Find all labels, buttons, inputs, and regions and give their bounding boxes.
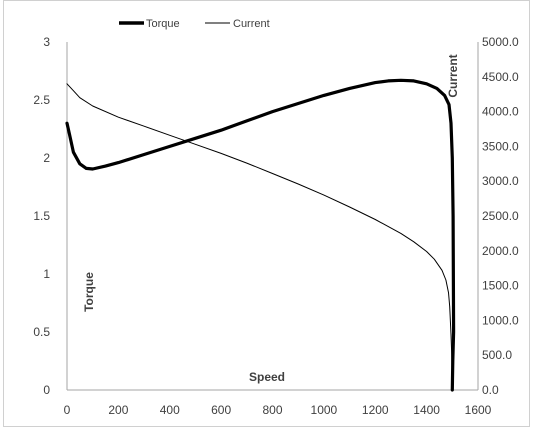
y-tick-label: 2 — [43, 151, 50, 165]
y-tick-label: 3 — [43, 35, 50, 49]
y2-tick-label: 2000.0 — [482, 244, 519, 258]
x-tick-label: 1200 — [362, 403, 389, 417]
x-tick-label: 1000 — [311, 403, 338, 417]
series-layer — [65, 78, 456, 392]
x-tick-label: 1600 — [465, 403, 492, 417]
y-axis-title: Torque — [82, 272, 96, 312]
x-tick-label: 1400 — [413, 403, 440, 417]
y-tick-label: 0 — [43, 383, 50, 397]
y2-tick-label: 0.0 — [482, 383, 499, 397]
y-ticks: 0 0.5 1 1.5 2 2.5 3 — [33, 35, 50, 397]
y2-axis-title: Current — [446, 54, 460, 97]
legend-label-current: Current — [233, 18, 270, 30]
y2-tick-label: 1500.0 — [482, 279, 519, 293]
y2-tick-label: 4000.0 — [482, 105, 519, 119]
y2-tick-label: 5000.0 — [482, 35, 519, 49]
y-tick-label: 0.5 — [33, 325, 50, 339]
y2-ticks: 0.0 500.0 1000.0 1500.0 2000.0 2500.0 3000.0 35… — [482, 35, 519, 397]
x-tick-label: 200 — [108, 403, 128, 417]
x-tick-label: 800 — [262, 403, 282, 417]
x-ticks: 0 200 400 600 800 1000 1200 1400 1600 — [64, 403, 492, 417]
y2-tick-label: 2500.0 — [482, 209, 519, 223]
y-tick-label: 1.5 — [33, 209, 50, 223]
legend: Torque Current — [119, 18, 270, 30]
series-line-current — [66, 83, 453, 391]
legend-label-torque: Torque — [146, 18, 180, 30]
y2-tick-label: 1000.0 — [482, 313, 519, 327]
x-axis-title: Speed — [249, 370, 285, 384]
chart-border — [3, 0, 530, 427]
x-tick-label: 0 — [64, 403, 71, 417]
y2-tick-label: 3000.0 — [482, 174, 519, 188]
y2-tick-label: 3500.0 — [482, 139, 519, 153]
y-tick-label: 1 — [43, 267, 50, 281]
x-tick-label: 400 — [160, 403, 180, 417]
y2-tick-label: 500.0 — [482, 348, 512, 362]
y-tick-label: 2.5 — [33, 93, 50, 107]
y2-tick-label: 4500.0 — [482, 70, 519, 84]
series-line-torque — [65, 78, 456, 392]
x-tick-label: 600 — [211, 403, 231, 417]
